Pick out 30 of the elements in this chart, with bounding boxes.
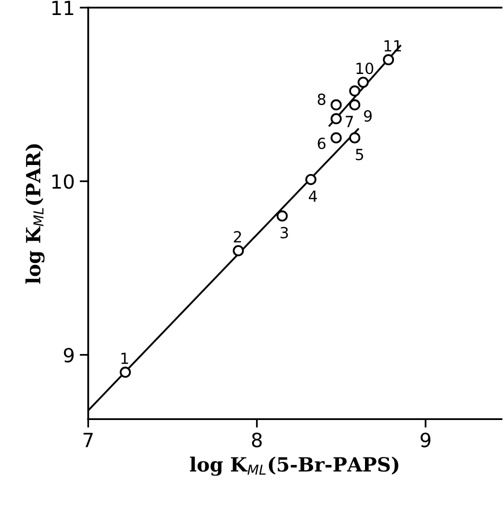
y-tick-label: 11	[52, 0, 74, 16]
annotation: 1	[121, 352, 128, 364]
point	[349, 85, 360, 97]
annotation: 2	[234, 231, 241, 242]
point	[305, 174, 316, 186]
point	[349, 99, 360, 110]
x-axis-title: log K$_{ML}$(5-Br-PAPS)	[190, 456, 398, 476]
y-axis-title: log K$_{ML}$(PAR)	[25, 144, 45, 284]
annotation: 6	[318, 138, 326, 150]
point	[382, 54, 394, 66]
annotation: 8	[318, 94, 326, 106]
point	[330, 132, 342, 144]
y-tick-label: 10	[52, 174, 74, 189]
point	[330, 99, 342, 110]
x-tick-label: 7	[84, 432, 93, 448]
point	[349, 132, 360, 144]
annotation: 5	[356, 148, 364, 160]
point	[358, 76, 369, 88]
point	[120, 366, 131, 378]
annotation: 7	[346, 116, 353, 128]
point	[232, 245, 244, 256]
annotation: 9	[364, 110, 372, 122]
annotation: 4	[308, 190, 317, 202]
point	[276, 210, 288, 222]
x-tick-label: 8	[252, 432, 262, 448]
annotation: 10	[356, 62, 374, 74]
x-tick-label: 9	[420, 432, 430, 448]
annotation: 3	[280, 226, 288, 238]
y-tick-label: 9	[64, 348, 74, 363]
point	[330, 113, 342, 124]
